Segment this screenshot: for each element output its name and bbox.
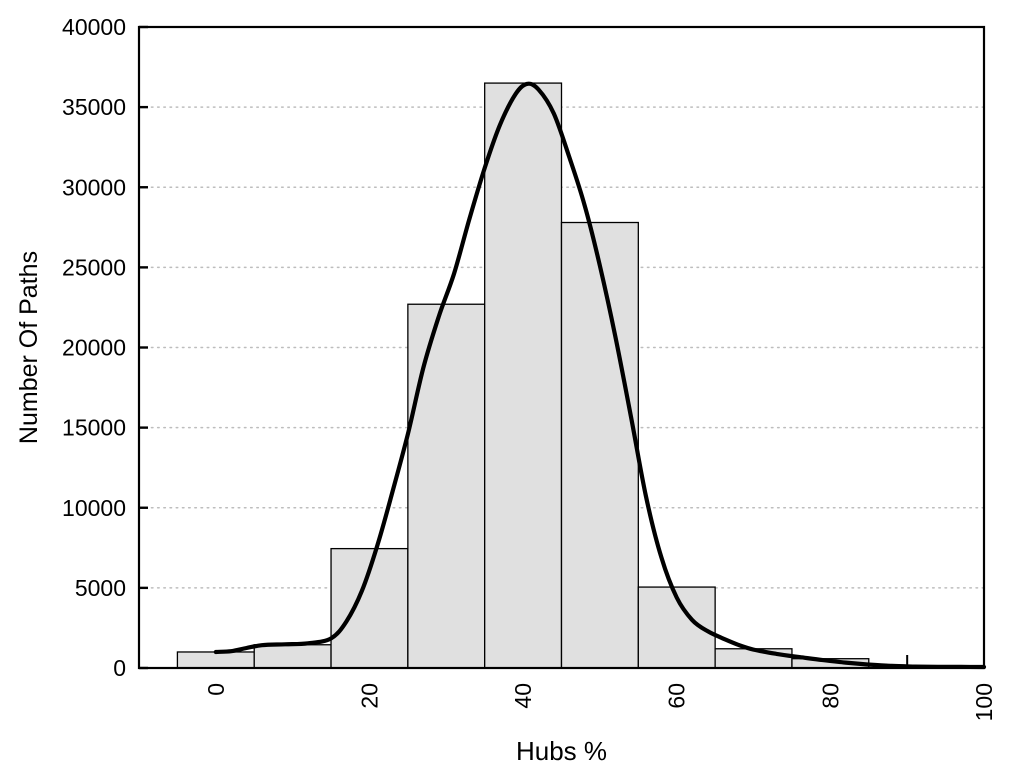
x-tick-label: 80 [817, 683, 843, 709]
y-tick-label: 15000 [62, 415, 126, 441]
histogram-bar [407, 303, 486, 669]
y-tick-label: 10000 [62, 495, 126, 521]
x-tick-label: 60 [664, 683, 690, 709]
histogram-bar [253, 644, 332, 669]
x-axis-title: Hubs % [516, 736, 607, 766]
y-tick-label: 30000 [62, 174, 126, 200]
x-tick-label: 40 [510, 683, 536, 709]
y-tick-label: 0 [113, 655, 126, 681]
x-tick-label: 20 [356, 683, 382, 709]
histogram-bar [560, 221, 639, 669]
density-curve [213, 81, 987, 670]
histogram-bar [484, 82, 563, 669]
plot-frame [137, 25, 986, 670]
y-tick-label: 5000 [75, 575, 126, 601]
histogram-bar [176, 651, 255, 669]
y-axis-title: Number Of Paths [15, 251, 43, 444]
y-tick-label: 25000 [62, 254, 126, 280]
x-tick-label: 0 [203, 683, 229, 696]
y-tick-label: 40000 [62, 14, 126, 40]
x-tick-label: 100 [971, 683, 997, 721]
y-tick-label: 35000 [62, 94, 126, 120]
y-tick-label: 20000 [62, 335, 126, 361]
